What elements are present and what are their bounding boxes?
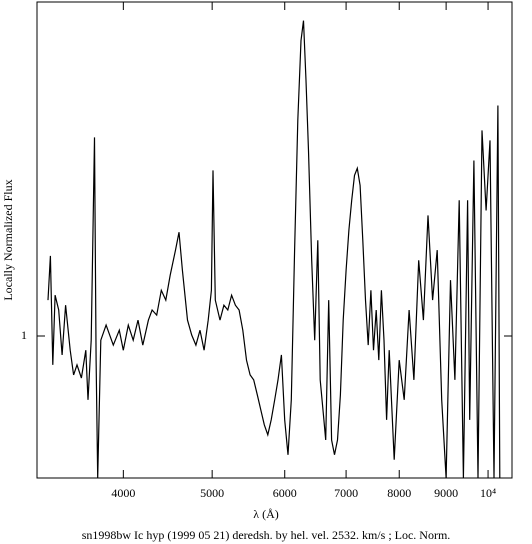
x-tick-label: 7000 (334, 486, 358, 500)
chart-title: sn1998bw Ic hyp (1999 05 21) deredsh. by… (82, 528, 451, 542)
x-tick-label: 6000 (273, 486, 297, 500)
x-tick-label: 5000 (200, 486, 224, 500)
x-axis-label: λ (Å) (253, 507, 278, 521)
x-tick-label: 10⁴ (480, 486, 496, 500)
y-axis-label: Locally Normalized Flux (1, 179, 15, 300)
x-tick-label: 4000 (111, 486, 135, 500)
plot-frame (36, 1, 513, 479)
spectrum-line (47, 20, 501, 478)
x-tick-label: 8000 (387, 486, 411, 500)
y-tick-label: 1 (21, 328, 27, 342)
x-tick-label: 9000 (434, 486, 458, 500)
